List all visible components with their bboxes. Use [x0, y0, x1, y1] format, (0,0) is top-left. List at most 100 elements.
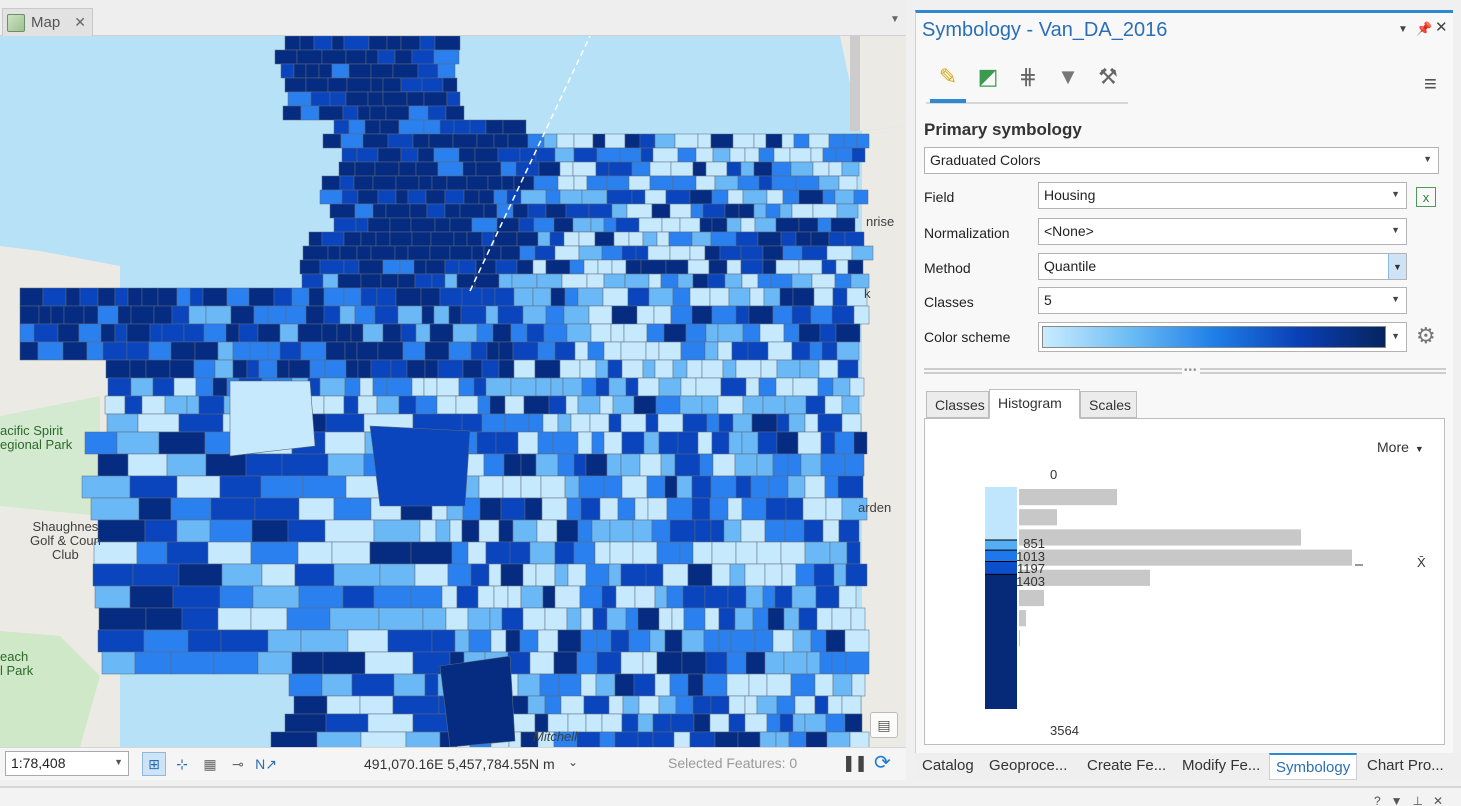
map-navigator-icon[interactable]: ▤: [870, 712, 898, 738]
symbology-toolbar: ✎ ◩ ⋕ ▼ ⚒: [926, 58, 1128, 104]
census-area: [833, 563, 847, 587]
census-area: [803, 519, 824, 543]
census-area: [424, 341, 450, 361]
refresh-icon[interactable]: ⟳: [874, 752, 891, 774]
pane-splitter[interactable]: •••: [924, 365, 1446, 376]
color-scheme-combobox[interactable]: ▼: [1038, 322, 1407, 352]
close-icon[interactable]: ✕: [1435, 19, 1448, 36]
lower-pane-controls-icon[interactable]: ?▼⊥✕: [1374, 794, 1454, 806]
snapping-icon[interactable]: ⊸: [232, 755, 244, 772]
pause-drawing-icon[interactable]: ❚❚: [842, 755, 868, 772]
census-area: [485, 305, 499, 325]
gear-icon[interactable]: ⚙: [1416, 323, 1436, 348]
census-area: [203, 323, 227, 343]
census-area: [407, 245, 431, 261]
tab-overflow-chevron-icon[interactable]: ▼: [890, 14, 900, 25]
tab-chart-properties[interactable]: Chart Pro...: [1367, 757, 1444, 774]
map-view-tab[interactable]: Map ✕: [2, 8, 93, 36]
census-area: [257, 651, 293, 675]
census-area: [802, 497, 827, 521]
tab-modify-features[interactable]: Modify Fe...: [1182, 757, 1261, 774]
north-arrow-icon[interactable]: N↗: [255, 755, 277, 772]
census-area: [367, 91, 384, 107]
chevron-down-icon[interactable]: ⌄: [568, 755, 579, 769]
tab-histogram[interactable]: Histogram: [989, 389, 1080, 419]
census-area: [566, 607, 582, 631]
tab-catalog[interactable]: Catalog: [922, 757, 974, 774]
census-area: [562, 377, 583, 397]
census-area: [756, 695, 778, 715]
map-canvas[interactable]: nrise k arden acific Spirit egional Park…: [0, 36, 906, 747]
census-area: [517, 673, 541, 697]
census-area: [656, 231, 670, 247]
census-area: [284, 77, 307, 93]
census-area: [471, 217, 498, 233]
census-area: [719, 245, 742, 261]
advanced-symbology-icon[interactable]: ⚒: [1098, 64, 1118, 89]
census-area: [372, 175, 397, 191]
hamburger-menu-icon[interactable]: ≡: [1424, 71, 1437, 96]
grid-icon[interactable]: ▦: [203, 755, 217, 772]
census-area: [533, 217, 555, 233]
census-area: [370, 359, 392, 379]
normalization-combobox[interactable]: <None> ▼: [1038, 218, 1407, 245]
fixed-zoom-icon[interactable]: ⊞: [142, 752, 166, 776]
tab-geoprocessing[interactable]: Geoproce...: [989, 757, 1068, 774]
pin-icon[interactable]: 📌: [1416, 21, 1433, 36]
map-label-beach-park: each l Park: [0, 649, 34, 678]
close-icon[interactable]: ✕: [74, 14, 86, 30]
census-area: [797, 431, 822, 455]
renderer-combobox[interactable]: Graduated Colors ▼: [924, 147, 1439, 174]
census-area: [536, 519, 558, 543]
census-area: [485, 541, 511, 565]
tab-symbology[interactable]: Symbology: [1269, 753, 1358, 780]
tab-create-features[interactable]: Create Fe...: [1087, 757, 1167, 774]
field-combobox[interactable]: Housing ▼: [1038, 182, 1407, 209]
census-area: [145, 359, 171, 379]
census-area: [436, 395, 457, 415]
census-area: [377, 341, 404, 361]
histogram-chart[interactable]: [985, 481, 1425, 723]
census-area: [695, 175, 716, 191]
census-area: [693, 713, 711, 733]
census-area: [654, 673, 671, 697]
selected-features-count[interactable]: Selected Features: 0: [668, 755, 798, 771]
census-area: [654, 585, 668, 609]
census-area: [421, 305, 435, 325]
more-menu-button[interactable]: More ▼: [1377, 439, 1424, 455]
census-area: [453, 119, 471, 135]
census-area: [711, 431, 730, 455]
census-area: [617, 497, 636, 521]
tab-classes[interactable]: Classes: [926, 391, 989, 418]
method-combobox[interactable]: Quantile ▼: [1038, 253, 1407, 280]
census-area: [389, 231, 413, 247]
tab-scales[interactable]: Scales: [1080, 391, 1137, 418]
census-area: [355, 217, 369, 233]
histogram-bar: [1019, 489, 1117, 506]
census-area: [293, 695, 328, 715]
classes-combobox[interactable]: 5 ▼: [1038, 287, 1407, 314]
chevron-down-icon: ▼: [1391, 189, 1400, 199]
symbol-layers-icon[interactable]: ◩: [977, 64, 999, 89]
census-area: [370, 77, 384, 93]
census-area: [441, 585, 458, 609]
census-area: [189, 287, 204, 307]
census-area: [703, 629, 720, 653]
grid-snap-icon[interactable]: ⊹: [176, 755, 188, 772]
census-area: [452, 323, 478, 343]
census-area: [741, 497, 767, 521]
census-area: [502, 119, 527, 135]
expression-builder-icon[interactable]: x: [1416, 187, 1436, 207]
scale-value: 1:78,408: [11, 755, 66, 771]
census-area: [554, 585, 581, 609]
primary-symbology-icon[interactable]: ✎: [938, 64, 958, 89]
vary-symbology-icon[interactable]: ⋕: [1018, 64, 1038, 89]
scale-combobox[interactable]: 1:78,408 ▼: [5, 751, 129, 776]
census-area: [838, 519, 860, 543]
census-area: [670, 161, 694, 177]
census-area: [632, 519, 653, 543]
census-area: [302, 475, 347, 499]
pane-options-icon[interactable]: ▼: [1398, 24, 1408, 35]
filter-icon[interactable]: ▼: [1057, 64, 1079, 89]
census-area: [672, 359, 688, 379]
